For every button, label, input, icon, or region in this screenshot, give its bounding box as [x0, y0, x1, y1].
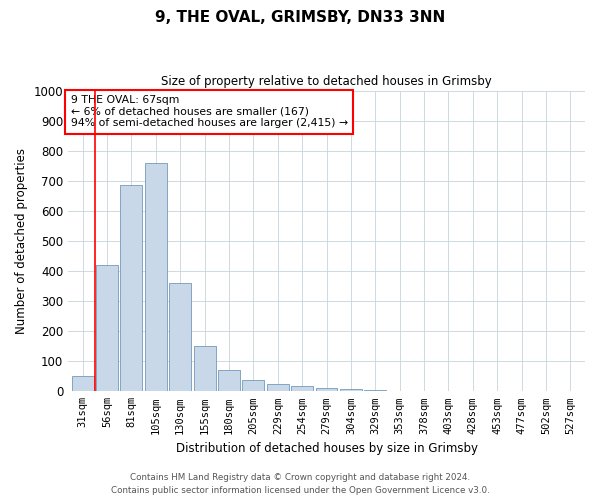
Bar — [291, 386, 313, 392]
Bar — [96, 265, 118, 392]
Bar — [242, 380, 265, 392]
Bar — [364, 390, 386, 392]
Text: 9, THE OVAL, GRIMSBY, DN33 3NN: 9, THE OVAL, GRIMSBY, DN33 3NN — [155, 10, 445, 25]
Bar — [267, 384, 289, 392]
Bar — [121, 186, 142, 392]
Bar — [316, 388, 337, 392]
Bar — [169, 283, 191, 392]
Title: Size of property relative to detached houses in Grimsby: Size of property relative to detached ho… — [161, 75, 492, 88]
Y-axis label: Number of detached properties: Number of detached properties — [15, 148, 28, 334]
Bar — [194, 346, 215, 392]
Text: 9 THE OVAL: 67sqm
← 6% of detached houses are smaller (167)
94% of semi-detached: 9 THE OVAL: 67sqm ← 6% of detached house… — [71, 95, 348, 128]
Bar — [218, 370, 240, 392]
Bar — [145, 162, 167, 392]
Text: Contains HM Land Registry data © Crown copyright and database right 2024.
Contai: Contains HM Land Registry data © Crown c… — [110, 474, 490, 495]
Bar — [340, 389, 362, 392]
X-axis label: Distribution of detached houses by size in Grimsby: Distribution of detached houses by size … — [176, 442, 478, 455]
Bar — [71, 376, 94, 392]
